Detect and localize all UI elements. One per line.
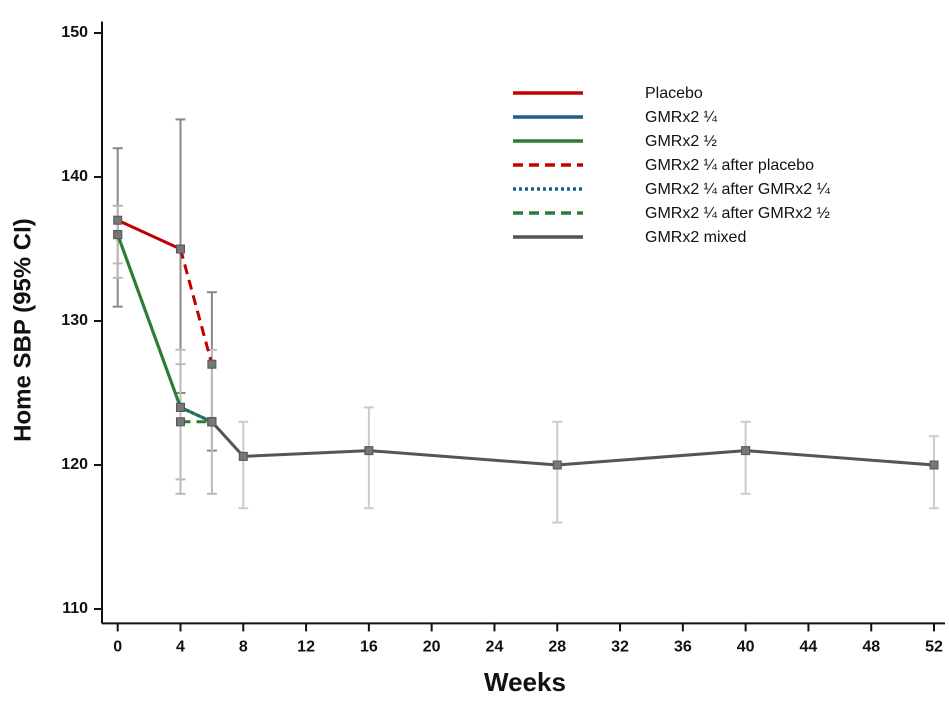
- y-axis-title: Home SBP (95% CI): [9, 218, 36, 442]
- x-tick-label: 24: [486, 639, 504, 656]
- point: [207, 359, 217, 369]
- x-tick-label: 52: [925, 639, 943, 656]
- x-tick-label: 48: [862, 639, 880, 656]
- point: [552, 460, 562, 470]
- y-tick-label: 130: [61, 312, 88, 329]
- legend-label: GMRx2 ½: [645, 133, 717, 150]
- point: [207, 417, 217, 427]
- x-axis-title: Weeks: [484, 667, 566, 697]
- series-line: [117, 218, 182, 251]
- legend-label: GMRx2 ¼ after GMRx2 ½: [645, 205, 830, 222]
- series-line: [116, 234, 213, 424]
- point: [113, 230, 123, 240]
- point: [175, 402, 185, 412]
- legend-label: Placebo: [645, 85, 703, 102]
- x-tick-label: 32: [611, 639, 629, 656]
- point: [929, 460, 939, 470]
- x-tick-label: 16: [360, 639, 378, 656]
- point: [113, 215, 123, 225]
- x-tick-label: 36: [674, 639, 692, 656]
- point: [175, 244, 185, 254]
- legend-label: GMRx2 ¼ after GMRx2 ¼: [645, 181, 831, 198]
- series-line: [179, 248, 214, 365]
- point: [175, 417, 185, 427]
- x-tick-label: 20: [423, 639, 441, 656]
- y-tick-label: 120: [61, 456, 88, 473]
- legend-label: GMRx2 ¼ after placebo: [645, 157, 814, 174]
- x-tick-label: 40: [737, 639, 755, 656]
- legend-label: GMRx2 mixed: [645, 229, 746, 246]
- x-tick-label: 44: [800, 639, 818, 656]
- point: [238, 451, 248, 461]
- y-tick-label: 150: [61, 24, 88, 41]
- series-line: [210, 420, 935, 467]
- x-tick-label: 12: [297, 639, 315, 656]
- x-tick-label: 8: [239, 639, 248, 656]
- x-tick-label: 4: [176, 639, 185, 656]
- legend-label: GMRx2 ¼: [645, 109, 718, 126]
- x-tick-label: 28: [548, 639, 566, 656]
- point: [741, 446, 751, 456]
- y-tick-label: 140: [61, 168, 88, 185]
- point: [364, 446, 374, 456]
- series-line: [116, 234, 213, 424]
- x-tick-label: 0: [113, 639, 122, 656]
- y-tick-label: 110: [62, 600, 88, 617]
